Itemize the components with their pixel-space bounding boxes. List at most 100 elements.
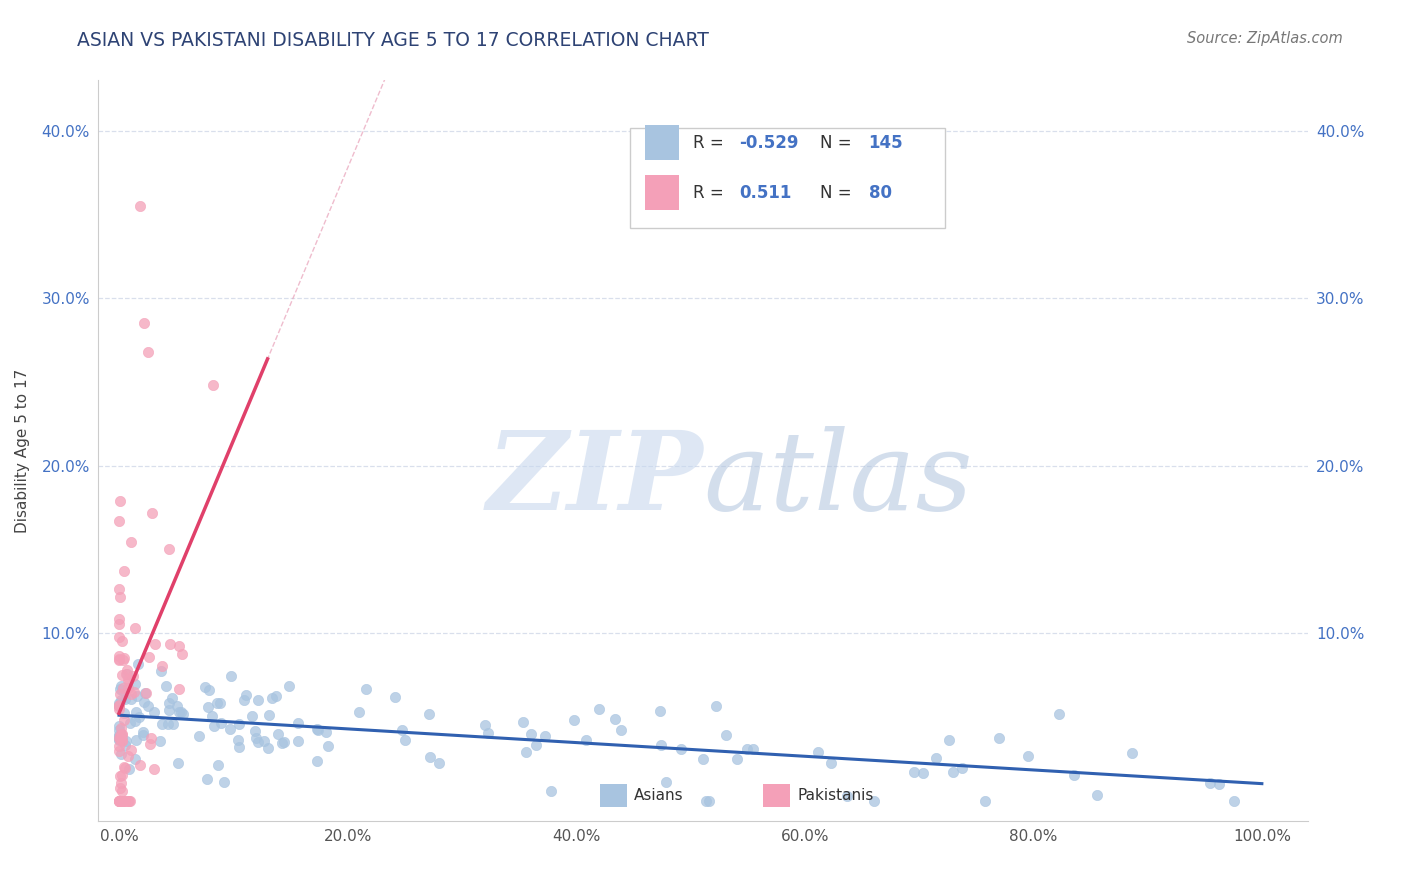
Point — [305, 722, 328, 736]
Point — [912, 765, 935, 780]
Text: Asians: Asians — [634, 788, 683, 803]
Point — [588, 702, 610, 716]
Point — [307, 723, 329, 737]
Point — [120, 535, 142, 549]
Point — [108, 729, 131, 743]
Point — [143, 637, 166, 651]
Point — [111, 784, 134, 798]
Point — [112, 651, 135, 665]
Point — [141, 731, 163, 746]
Point — [124, 751, 146, 765]
Point — [139, 737, 162, 751]
Point — [108, 681, 131, 696]
Point — [207, 758, 229, 772]
Point — [108, 698, 131, 713]
Point — [115, 663, 138, 677]
Point — [172, 706, 194, 721]
Point — [159, 637, 181, 651]
Text: R =: R = — [693, 134, 730, 152]
Point — [142, 762, 165, 776]
Point — [692, 752, 714, 766]
Point — [108, 739, 131, 753]
Point — [120, 743, 142, 757]
Point — [110, 721, 132, 735]
Point — [111, 767, 134, 781]
Point — [111, 652, 134, 666]
Point — [575, 732, 598, 747]
Point — [108, 652, 131, 666]
Point — [112, 793, 135, 807]
Point — [648, 705, 671, 719]
Point — [725, 752, 748, 766]
Point — [108, 698, 131, 713]
Point — [233, 692, 256, 706]
Point — [354, 682, 377, 697]
Point — [125, 690, 148, 704]
Point — [735, 741, 758, 756]
Point — [837, 789, 859, 803]
Point — [246, 693, 269, 707]
Point — [155, 679, 177, 693]
Point — [114, 714, 136, 728]
Point — [136, 699, 159, 714]
Point — [477, 726, 499, 740]
Point — [108, 793, 131, 807]
Point — [1085, 788, 1108, 802]
Point — [108, 699, 131, 714]
Point — [111, 733, 134, 747]
Point — [820, 756, 842, 770]
Point — [110, 731, 132, 746]
Point — [108, 731, 131, 746]
Text: ZIP: ZIP — [486, 426, 703, 533]
Point — [135, 686, 157, 700]
Point — [716, 727, 738, 741]
Point — [157, 716, 180, 731]
Point — [540, 784, 562, 798]
Point — [974, 793, 997, 807]
Point — [419, 750, 441, 764]
Point — [924, 751, 946, 765]
Point — [117, 748, 139, 763]
Point — [245, 731, 267, 745]
Point — [228, 739, 250, 754]
Text: N =: N = — [820, 184, 858, 202]
Point — [111, 726, 134, 740]
Point — [201, 709, 224, 723]
Point — [277, 679, 299, 693]
Point — [157, 542, 180, 557]
Point — [134, 316, 156, 330]
Point — [117, 681, 139, 696]
Point — [108, 728, 131, 742]
Point — [110, 679, 132, 693]
Point — [1047, 706, 1070, 721]
Point — [950, 761, 973, 775]
Point — [108, 793, 131, 807]
Point — [108, 653, 131, 667]
Point — [315, 724, 337, 739]
Point — [240, 709, 263, 723]
Point — [201, 377, 224, 392]
Point — [704, 699, 727, 714]
Point — [108, 648, 131, 663]
Point — [108, 582, 131, 596]
Point — [246, 735, 269, 749]
Point — [515, 745, 537, 759]
Point — [112, 706, 135, 720]
Point — [122, 684, 145, 698]
Point — [259, 707, 281, 722]
Point — [110, 692, 132, 706]
Point — [256, 740, 278, 755]
Point — [1121, 746, 1143, 760]
Y-axis label: Disability Age 5 to 17: Disability Age 5 to 17 — [15, 368, 31, 533]
Point — [194, 680, 217, 694]
Point — [1063, 767, 1085, 781]
Point — [1208, 777, 1230, 791]
Point — [197, 682, 219, 697]
Point — [128, 710, 150, 724]
Point — [228, 733, 250, 747]
Point — [219, 722, 242, 736]
FancyBboxPatch shape — [630, 128, 945, 228]
Point — [1017, 748, 1039, 763]
Point — [112, 681, 135, 695]
Point — [167, 639, 190, 653]
